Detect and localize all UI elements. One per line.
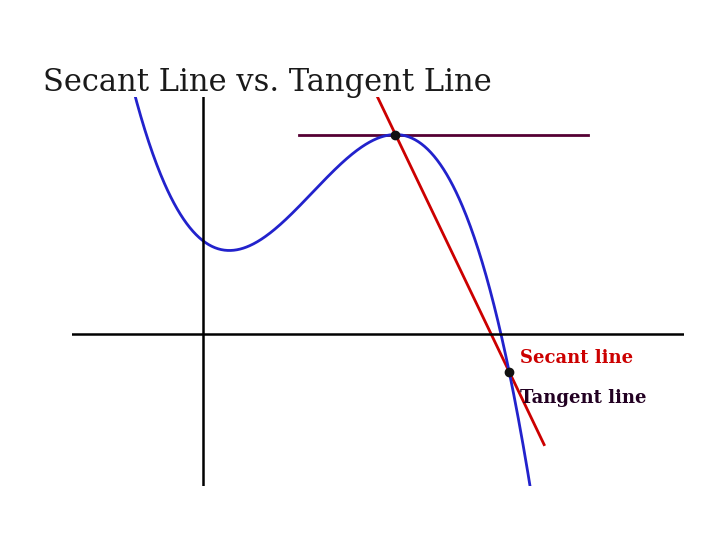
- Text: Tangent line: Tangent line: [520, 389, 646, 407]
- Text: Secant Line vs. Tangent Line: Secant Line vs. Tangent Line: [43, 68, 492, 98]
- Text: Secant line: Secant line: [520, 349, 633, 367]
